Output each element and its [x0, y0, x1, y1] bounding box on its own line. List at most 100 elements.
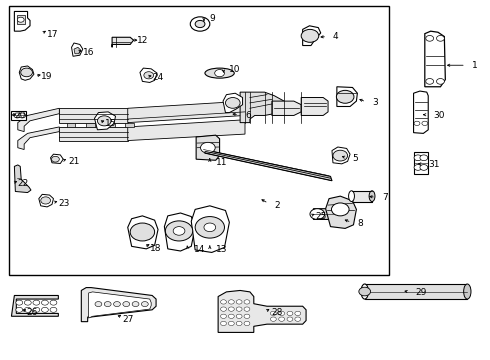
Polygon shape: [128, 101, 245, 123]
Text: 21: 21: [68, 157, 79, 166]
Circle shape: [228, 314, 234, 319]
Polygon shape: [314, 209, 337, 220]
Polygon shape: [223, 93, 243, 113]
Circle shape: [244, 314, 250, 319]
Circle shape: [24, 300, 31, 305]
Text: 7: 7: [382, 193, 388, 202]
Polygon shape: [332, 147, 350, 164]
Text: 8: 8: [357, 219, 363, 228]
Circle shape: [16, 307, 23, 312]
Polygon shape: [414, 91, 428, 134]
Polygon shape: [301, 98, 328, 116]
Text: 4: 4: [333, 32, 339, 41]
Circle shape: [33, 300, 40, 305]
Circle shape: [295, 311, 301, 316]
Polygon shape: [59, 108, 128, 123]
Polygon shape: [337, 87, 357, 107]
Polygon shape: [425, 31, 445, 87]
Polygon shape: [140, 68, 157, 82]
Text: 10: 10: [229, 65, 241, 74]
Text: 1: 1: [472, 61, 478, 70]
Circle shape: [228, 307, 234, 311]
Polygon shape: [203, 149, 332, 181]
Ellipse shape: [464, 284, 471, 299]
Polygon shape: [89, 292, 151, 318]
Text: 6: 6: [245, 111, 251, 120]
Text: 13: 13: [216, 246, 227, 255]
Circle shape: [195, 217, 224, 238]
Polygon shape: [67, 123, 75, 127]
Circle shape: [359, 287, 370, 296]
Circle shape: [422, 121, 428, 126]
Polygon shape: [326, 196, 356, 228]
Text: 3: 3: [372, 98, 378, 107]
Circle shape: [301, 30, 319, 42]
Text: 5: 5: [352, 154, 358, 163]
Circle shape: [236, 314, 242, 319]
Circle shape: [437, 78, 444, 84]
Text: 31: 31: [428, 161, 440, 170]
Text: 27: 27: [122, 315, 133, 324]
Circle shape: [295, 317, 301, 321]
Circle shape: [236, 321, 242, 325]
Circle shape: [279, 317, 285, 321]
Circle shape: [14, 113, 21, 118]
Polygon shape: [14, 12, 30, 31]
Circle shape: [51, 156, 59, 162]
Circle shape: [426, 78, 434, 84]
Circle shape: [336, 90, 354, 103]
Polygon shape: [414, 152, 428, 174]
Circle shape: [287, 317, 293, 321]
Circle shape: [270, 317, 276, 321]
Circle shape: [215, 69, 224, 77]
Text: 28: 28: [271, 308, 282, 317]
Circle shape: [165, 221, 193, 241]
Text: 11: 11: [216, 158, 227, 167]
Text: 12: 12: [137, 36, 148, 45]
Text: 23: 23: [58, 199, 70, 208]
Text: 15: 15: [105, 119, 116, 128]
Circle shape: [50, 307, 57, 312]
Polygon shape: [125, 123, 134, 127]
Circle shape: [144, 72, 154, 79]
Polygon shape: [11, 111, 26, 120]
Text: 19: 19: [41, 72, 52, 81]
Circle shape: [114, 302, 121, 307]
Circle shape: [104, 302, 111, 307]
Circle shape: [95, 302, 102, 307]
Circle shape: [426, 36, 434, 41]
Polygon shape: [303, 26, 321, 45]
Polygon shape: [81, 288, 156, 321]
Circle shape: [17, 17, 24, 22]
Circle shape: [331, 203, 349, 216]
Polygon shape: [95, 112, 116, 130]
Text: 14: 14: [194, 246, 205, 255]
Polygon shape: [18, 127, 59, 149]
Ellipse shape: [361, 284, 368, 299]
Circle shape: [420, 165, 428, 170]
Polygon shape: [39, 194, 53, 207]
Text: 18: 18: [150, 244, 161, 253]
Polygon shape: [74, 47, 81, 54]
Text: 26: 26: [26, 308, 37, 317]
Circle shape: [236, 300, 242, 304]
Circle shape: [279, 311, 285, 316]
Circle shape: [228, 321, 234, 325]
Text: 9: 9: [210, 14, 216, 23]
Polygon shape: [11, 296, 58, 316]
Text: 24: 24: [152, 73, 163, 82]
Text: 29: 29: [415, 288, 426, 297]
Polygon shape: [86, 123, 95, 127]
Polygon shape: [128, 216, 158, 249]
Polygon shape: [365, 284, 467, 299]
Polygon shape: [18, 108, 59, 132]
Circle shape: [414, 155, 422, 161]
Polygon shape: [19, 66, 34, 80]
Circle shape: [220, 300, 226, 304]
Polygon shape: [50, 154, 63, 163]
Text: 25: 25: [316, 212, 327, 221]
Polygon shape: [14, 165, 31, 193]
Circle shape: [98, 116, 111, 126]
Circle shape: [236, 307, 242, 311]
Circle shape: [244, 300, 250, 304]
